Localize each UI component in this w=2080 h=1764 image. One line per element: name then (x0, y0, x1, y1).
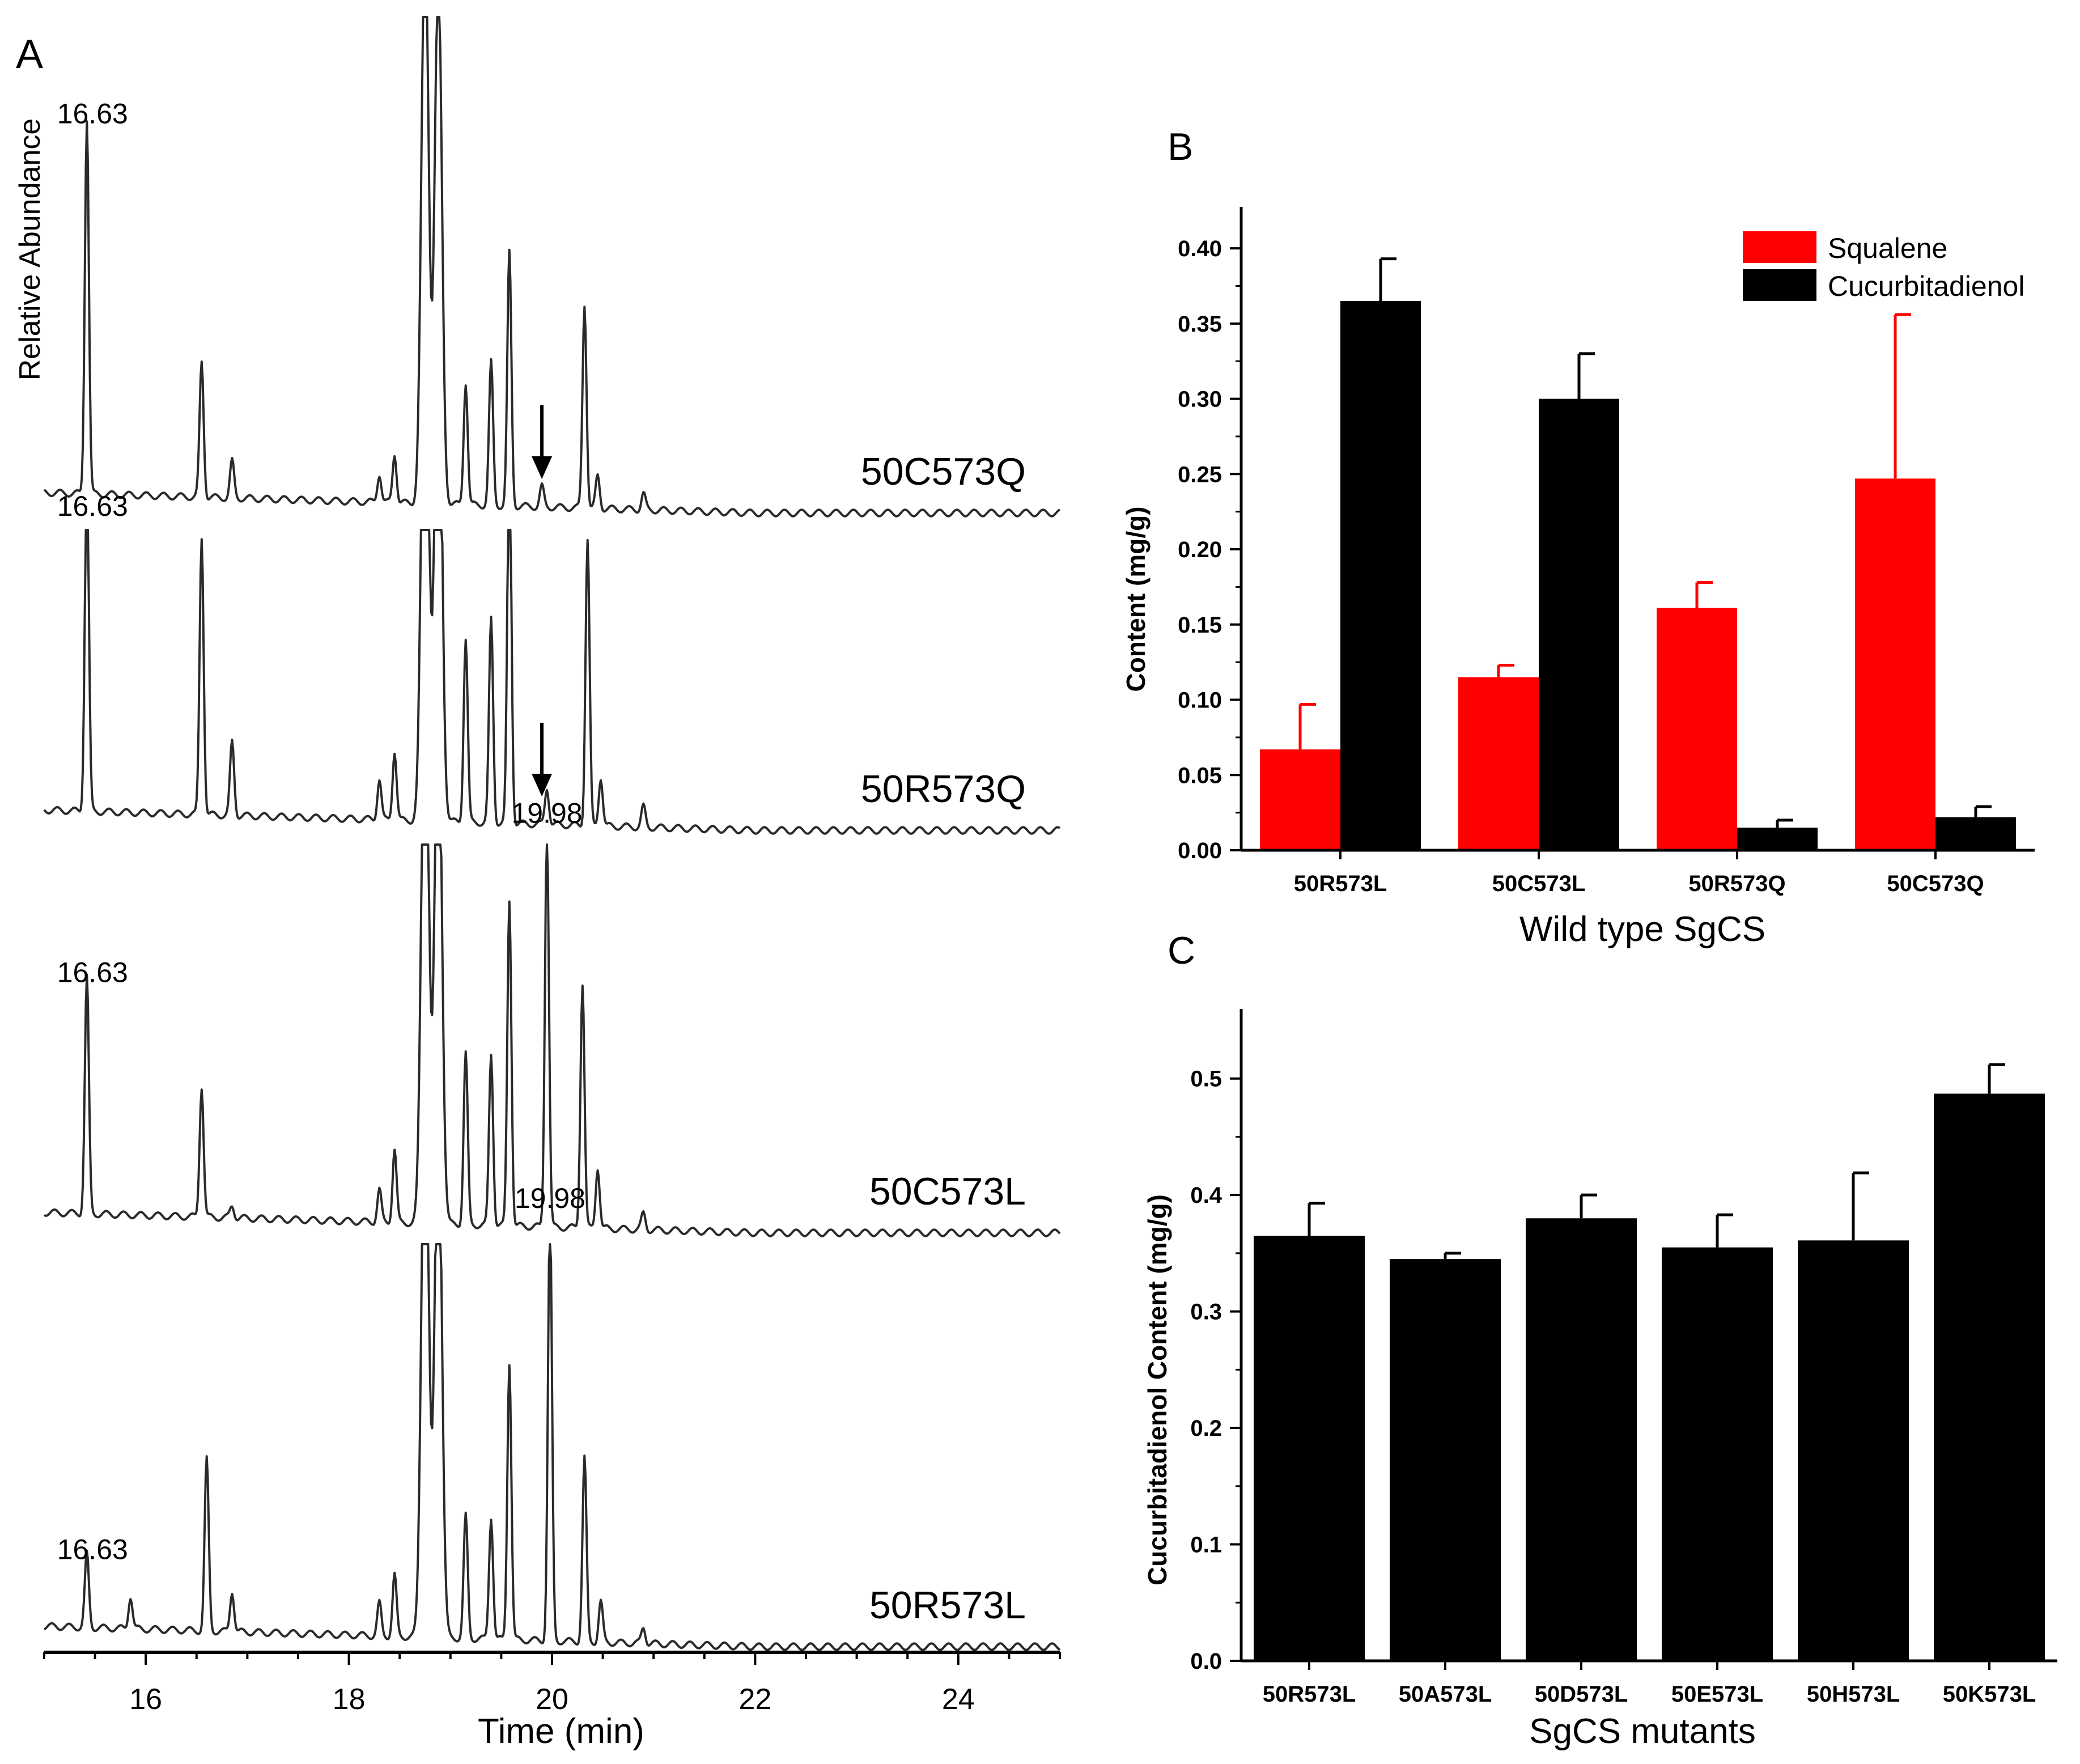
chromatogram-traces (43, 16, 1061, 1651)
mutant-x-axis-title: SgCS mutants (1529, 1712, 1756, 1751)
wild-type-y-axis-title: Content (mg/g) (1121, 506, 1151, 692)
category-label-50R573L: 50R573L (1294, 871, 1387, 896)
mutant-bar-chart: 50R573L 50A573L 50D573L 50E573L 50H573L 50K57… (1143, 1009, 2057, 1751)
peak-label-16-63: 16.63 (57, 956, 128, 988)
bar-cucurbitadienol-50H573L (1798, 1240, 1909, 1661)
y-tick-label: 0.5 (1190, 1067, 1222, 1092)
mutant-bars (1254, 1063, 2045, 1661)
time-axis-ticks: 16 18 20 22 24 (43, 1652, 1061, 1716)
panel-c-label: C (1168, 929, 1195, 972)
bar-cucurbitadienol-50C573Q (1935, 817, 2016, 850)
chromatogram-annotations: 50C573Q 16.63 50R573Q 16.63 50C573L 16.63 19.9… (57, 98, 1026, 1627)
y-tick-label: 0.4 (1190, 1183, 1222, 1208)
panel-b-label: B (1168, 125, 1193, 168)
wild-type-x-axis-title: Wild type SgCS (1519, 910, 1765, 949)
wild-type-bars (1260, 257, 2016, 850)
category-label-50C573Q: 50C573Q (1887, 871, 1984, 896)
bar-cucurbitadienol-50C573L (1539, 398, 1619, 850)
legend: Squalene Cucurbitadienol (1743, 231, 2024, 302)
time-tick-label: 18 (333, 1683, 366, 1716)
y-tick-label: 0.1 (1190, 1533, 1222, 1558)
y-tick-label: 0.05 (1178, 763, 1222, 788)
category-label-50E573L: 50E573L (1671, 1682, 1763, 1707)
legend-swatch-cucurbitadienol (1743, 269, 1816, 301)
y-tick-label: 0.15 (1178, 613, 1222, 638)
legend-label-cucurbitadienol: Cucurbitadienol (1828, 270, 2024, 302)
bar-squalene-50C573Q (1855, 478, 1935, 850)
trace-label-50C573L: 50C573L (869, 1170, 1026, 1213)
y-tick-label: 0.25 (1178, 462, 1222, 487)
trace-label-50C573Q: 50C573Q (861, 450, 1026, 493)
category-label-50R573Q: 50R573Q (1688, 871, 1785, 896)
arrow-head (532, 456, 553, 479)
y-tick-label: 0.3 (1190, 1300, 1222, 1325)
y-tick-label: 0.2 (1190, 1416, 1222, 1441)
time-axis-title: Time (min) (478, 1712, 644, 1751)
y-tick-label: 0.40 (1178, 236, 1222, 261)
peak-label-19-98: 19.98 (515, 1182, 585, 1214)
wild-type-bar-chart: 50R573L 50C573L 50R573Q 50C573Q 0.00 0.05 0.10… (1121, 207, 2035, 949)
category-label-50R573L: 50R573L (1263, 1682, 1356, 1707)
bar-cucurbitadienol-50E573L (1662, 1247, 1773, 1661)
y-tick-label: 0.35 (1178, 312, 1222, 337)
trace-50R573Q (43, 529, 1061, 835)
wild-type-axes: 50R573L 50C573L 50R573Q 50C573Q 0.00 0.05 0.10… (1178, 207, 2035, 896)
bar-cucurbitadienol-50R573L (1254, 1236, 1365, 1661)
category-label-50C573L: 50C573L (1492, 871, 1586, 896)
time-tick-label: 20 (536, 1683, 568, 1716)
relative-abundance-label: Relative Abundance (14, 118, 46, 381)
y-tick-label: 0.00 (1178, 838, 1222, 863)
peak-label-16-63: 16.63 (57, 490, 128, 522)
trace-50C573L (44, 843, 1061, 1237)
bar-cucurbitadienol-50R573Q (1737, 828, 1818, 850)
peak-label-16-63: 16.63 (57, 98, 128, 130)
time-tick-label: 16 (129, 1683, 162, 1716)
legend-label-squalene: Squalene (1828, 232, 1947, 264)
category-label-50A573L: 50A573L (1399, 1682, 1492, 1707)
category-label-50H573L: 50H573L (1807, 1682, 1900, 1707)
mutant-axes: 50R573L 50A573L 50D573L 50E573L 50H573L 50K57… (1190, 1009, 2057, 1707)
bar-cucurbitadienol-50R573L (1340, 301, 1421, 850)
bar-cucurbitadienol-50D573L (1526, 1218, 1637, 1661)
y-tick-label: 0.10 (1178, 688, 1222, 713)
legend-swatch-squalene (1743, 231, 1816, 263)
bar-cucurbitadienol-50A573L (1390, 1259, 1501, 1661)
bar-squalene-50R573L (1260, 749, 1340, 850)
bar-cucurbitadienol-50K573L (1934, 1093, 2045, 1661)
mutant-y-axis-title: Cucurbitadienol Content (mg/g) (1143, 1194, 1172, 1585)
time-tick-label: 22 (738, 1683, 771, 1716)
panel-a-label: A (16, 32, 43, 77)
chromatogram-panel: 50C573Q 16.63 50R573Q 16.63 50C573L 16.63 19.9… (14, 16, 1061, 1751)
peak-label-19-98: 19.98 (511, 797, 582, 829)
trace-label-50R573Q: 50R573Q (861, 767, 1026, 811)
y-tick-label: 0.0 (1190, 1649, 1222, 1674)
trace-50C573Q (43, 16, 1060, 518)
peak-label-16-63: 16.63 (57, 1533, 128, 1565)
y-tick-label: 0.30 (1178, 387, 1222, 412)
bar-squalene-50R573Q (1657, 608, 1737, 850)
time-tick-label: 24 (942, 1683, 975, 1716)
trace-label-50R573L: 50R573L (869, 1584, 1026, 1627)
y-tick-label: 0.20 (1178, 537, 1222, 562)
arrow-head (532, 774, 553, 796)
bar-squalene-50C573L (1458, 677, 1539, 850)
category-label-50D573L: 50D573L (1535, 1682, 1628, 1707)
category-label-50K573L: 50K573L (1943, 1682, 2036, 1707)
trace-50R573L (43, 1243, 1060, 1651)
